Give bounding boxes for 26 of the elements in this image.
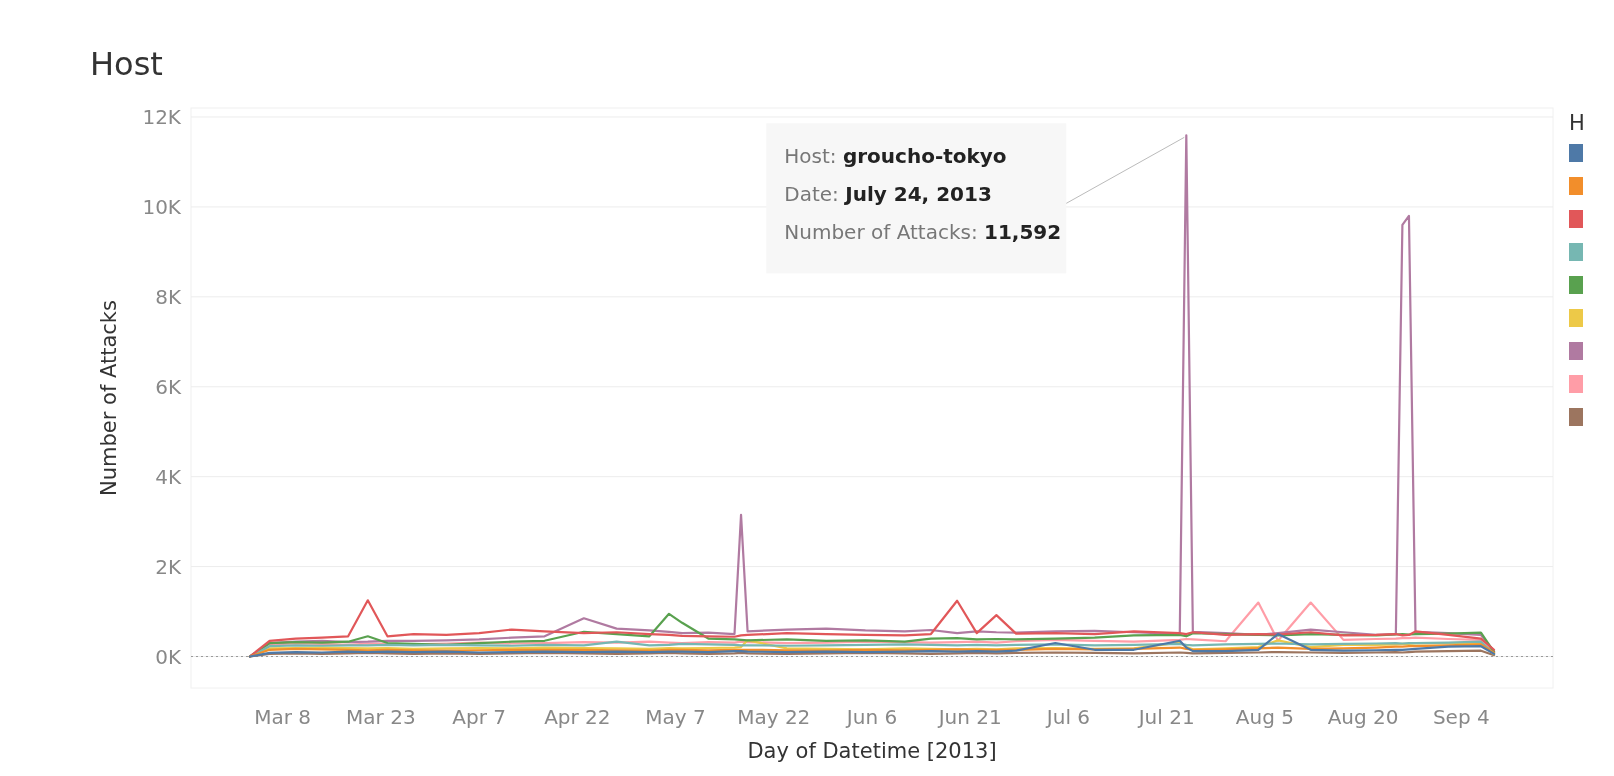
x-tick-label: Apr 7 bbox=[452, 705, 506, 729]
x-tick-label: Jul 6 bbox=[1044, 705, 1091, 729]
annotation: Host: groucho-tokyo Date: July 24, 2013 Number of Attacks: 11,592 bbox=[784, 144, 1062, 245]
legend-title: H bbox=[1569, 111, 1585, 135]
y-tick-label: 0K bbox=[155, 644, 182, 669]
y-tick-label: 2K bbox=[155, 554, 182, 579]
y-tick-label: 10K bbox=[142, 194, 182, 219]
y-tick-label: 12K bbox=[142, 104, 182, 129]
chart-title: Host bbox=[90, 45, 163, 83]
x-tick-label: Aug 5 bbox=[1235, 705, 1294, 729]
x-axis-title: Day of Datetime [2013] bbox=[747, 739, 997, 763]
y-tick-label: 8K bbox=[155, 284, 182, 309]
x-tick-label: Jun 6 bbox=[844, 705, 898, 729]
x-tick-label: Aug 20 bbox=[1327, 705, 1399, 729]
x-tick-label: May 22 bbox=[737, 705, 811, 729]
x-tick-label: Mar 23 bbox=[346, 705, 416, 729]
y-tick-label: 6K bbox=[155, 374, 182, 399]
x-tick-label: Jun 21 bbox=[936, 705, 1002, 729]
line-series bbox=[248, 632, 1496, 658]
x-tick-label: May 7 bbox=[645, 705, 706, 729]
y-tick-label: 4K bbox=[155, 464, 182, 489]
x-tick-label: Mar 8 bbox=[254, 705, 312, 729]
x-tick-label: Apr 22 bbox=[544, 705, 611, 729]
x-tick-label: Sep 4 bbox=[1432, 705, 1490, 729]
x-tick-label: Jul 21 bbox=[1136, 705, 1195, 729]
y-axis-title: Number of Attacks bbox=[97, 300, 121, 496]
